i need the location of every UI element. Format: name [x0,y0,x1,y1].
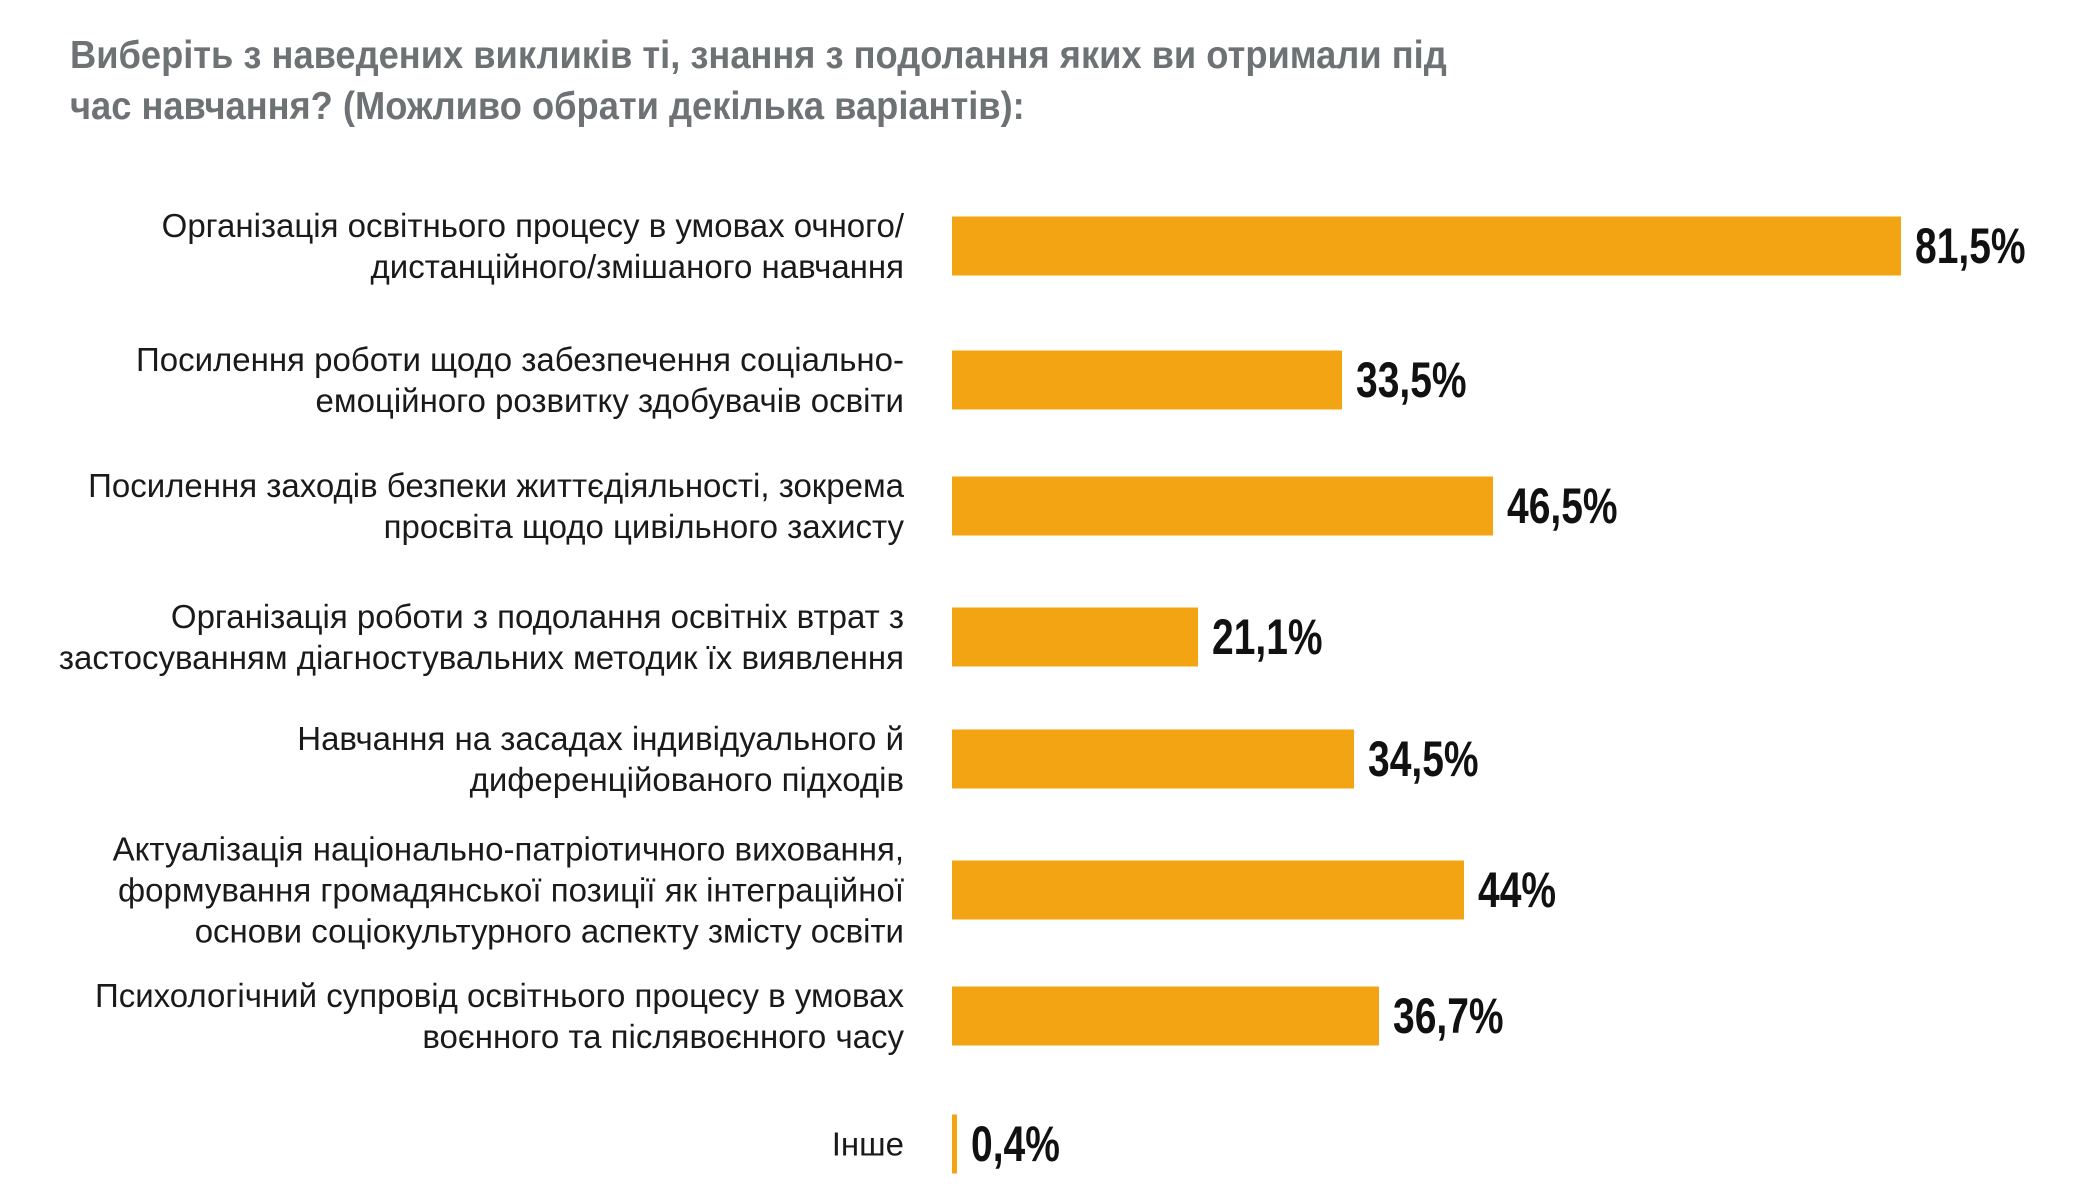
bar [952,607,1198,667]
category-label: Психологічний супровід освітнього процес… [94,977,904,1055]
bar [952,476,1494,536]
bar [952,350,1343,410]
value-label: 33,5% [1356,352,1467,408]
value-label: 0,4% [971,1116,1060,1172]
value-label: 46,5% [1507,478,1619,534]
category-label: Інше [831,1125,904,1163]
bar [952,986,1380,1046]
value-label: 21,1% [1211,609,1323,665]
category-label: Посилення заходів безпеки життєдіяльност… [88,467,904,545]
category-label: Посилення роботи щодо забезпечення соціа… [136,341,904,419]
category-label: Навчання на засадах індивідуального й ди… [297,720,904,798]
bar [952,1114,957,1174]
value-label: 44% [1478,862,1557,918]
category-label: Організація роботи з подолання освітніх … [58,598,904,676]
category-label: Актуалізація національно-патріотичного в… [112,830,904,950]
value-label: 81,5% [1915,218,2026,274]
value-label: 34,5% [1367,731,1479,787]
bar [952,216,1901,276]
chart-title: Виберіть з наведених викликів ті, знання… [70,34,1447,128]
bar [952,860,1465,920]
value-label: 36,7% [1393,988,1504,1044]
bar [952,729,1354,789]
category-label: Організація освітнього процесу в умовах … [161,207,904,285]
